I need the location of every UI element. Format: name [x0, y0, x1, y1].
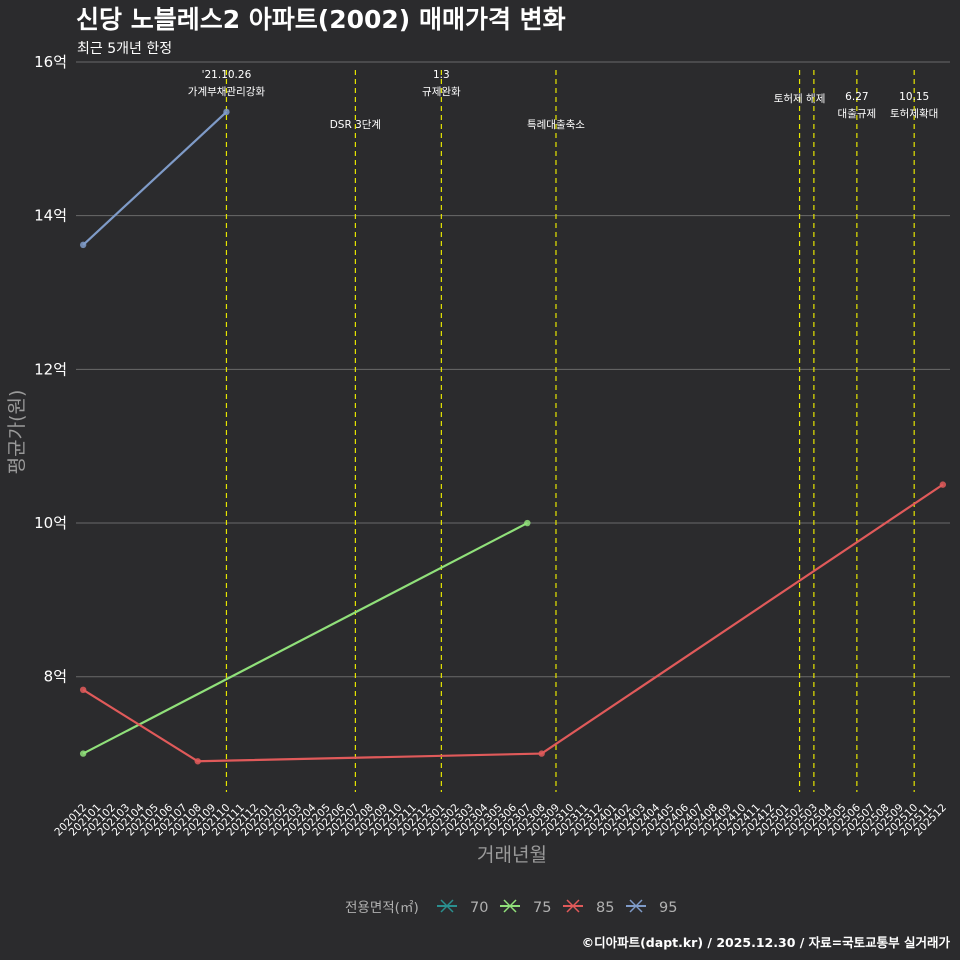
x-axis-ticks: 2020122021012021022021032021042021052021…: [52, 801, 949, 838]
series-line-75: [82, 522, 528, 755]
data-point: [223, 108, 230, 116]
y-axis-ticks: 8억 10억 12억 14억 16억: [34, 53, 67, 686]
legend-key-mark: [566, 899, 580, 913]
event-label: 대출규제: [838, 108, 877, 120]
legend-entry-label: 70: [470, 900, 488, 916]
y-tick-label: 16억: [34, 53, 67, 71]
legend-entry-label: 75: [533, 900, 551, 916]
legend-key-mark: [503, 899, 517, 913]
data-point: [538, 750, 545, 757]
legend-entry-label: 85: [596, 900, 614, 916]
event-label: 1.3: [433, 69, 450, 81]
legend: 전용면적(㎡) 70 75 85 95: [345, 899, 677, 916]
chart-subtitle: 최근 5개년 한정: [77, 41, 172, 57]
event-label: DSR 3단계: [330, 119, 381, 131]
event-label: 6.27: [845, 91, 868, 103]
series-line-85: [82, 483, 944, 763]
grid-lines: [76, 61, 950, 678]
series-line-95: [82, 111, 228, 246]
y-tick-label: 10억: [34, 514, 67, 532]
event-label: 토허제 해제: [774, 92, 826, 105]
y-tick-label: 14억: [34, 207, 67, 225]
legend-key-mark: [440, 899, 454, 913]
event-label: 가계부채관리강화: [188, 86, 266, 98]
y-axis-label: 평균가(원): [6, 390, 28, 475]
data-series: [79, 108, 947, 765]
legend-key-mark: [629, 899, 643, 913]
data-point: [79, 241, 87, 249]
event-label: 토허제확대: [890, 107, 938, 120]
event-label: 10.15: [899, 91, 929, 103]
x-axis-label: 거래년월: [477, 844, 547, 866]
data-point: [524, 519, 531, 527]
event-label: 특례대출축소: [527, 119, 585, 131]
data-point: [939, 481, 947, 488]
data-point: [79, 686, 87, 693]
y-tick-label: 8억: [44, 668, 67, 686]
event-label: '21.10.26: [202, 69, 252, 81]
chart-caption: ©디아파트(dapt.kr) / 2025.12.30 / 자료=국토교통부 실…: [582, 935, 951, 950]
legend-entry-label: 95: [659, 900, 677, 916]
data-point: [79, 750, 87, 757]
legend-title: 전용면적(㎡): [345, 900, 419, 916]
data-point: [194, 758, 201, 765]
event-label: 규제완화: [422, 85, 461, 98]
chart-title: 신당 노블레스2 아파트(2002) 매매가격 변화: [76, 5, 566, 34]
y-tick-label: 12억: [34, 360, 67, 378]
